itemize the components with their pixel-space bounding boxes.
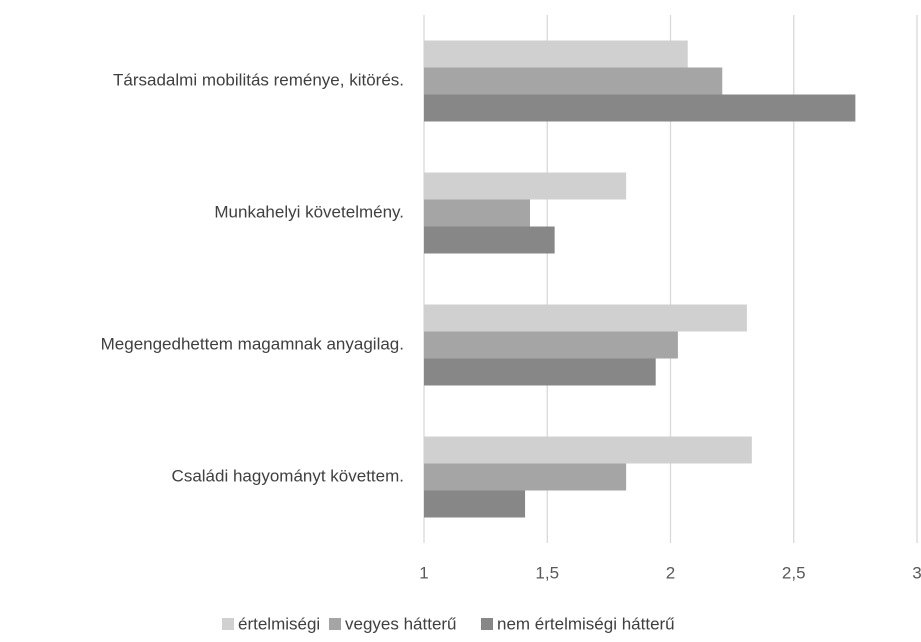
legend-swatch: [481, 618, 493, 630]
legend-swatch: [222, 618, 234, 630]
x-tick-label: 2: [666, 563, 675, 582]
bar: [424, 94, 856, 122]
x-tick-label: 3: [912, 563, 921, 582]
y-tick-label: Társadalmi mobilitás reménye, kitörés.: [113, 70, 404, 89]
y-tick-label: Megengedhettem magamnak anyagilag.: [101, 334, 404, 353]
x-tick-label: 2,5: [782, 563, 806, 582]
bar: [424, 490, 526, 518]
legend-label: vegyes hátterű: [345, 614, 457, 633]
bar: [424, 304, 747, 332]
x-tick-label: 1: [419, 563, 428, 582]
bar: [424, 199, 530, 227]
bar: [424, 358, 656, 386]
bar: [424, 67, 723, 95]
legend-label: értelmiségi: [238, 614, 320, 633]
bar: [424, 463, 627, 491]
bar: [424, 226, 555, 254]
bar: [424, 172, 627, 200]
bar: [424, 436, 752, 464]
bar: [424, 331, 678, 359]
x-tick-label: 1,5: [535, 563, 559, 582]
y-tick-label: Családi hagyományt követtem.: [172, 466, 404, 485]
bar: [424, 40, 688, 68]
legend-swatch: [329, 618, 341, 630]
y-tick-label: Munkahelyi követelmény.: [214, 202, 404, 221]
legend-label: nem értelmiségi hátterű: [497, 614, 675, 633]
